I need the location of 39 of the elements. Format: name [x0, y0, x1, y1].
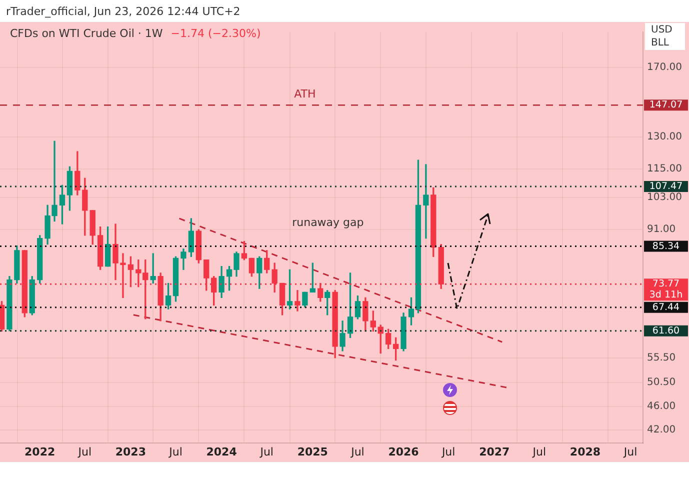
x-tick-label: 2025: [297, 445, 328, 458]
ref-line-label: 67.44: [652, 302, 680, 313]
candlestick: [423, 164, 429, 239]
y-tick-label: 55.50: [647, 352, 676, 364]
x-tick-label: 2026: [388, 445, 420, 458]
ref-line-label: 85.34: [652, 240, 680, 252]
text: rTrader_official, Jun 23, 2026 12:44 UTC+2: [5, 4, 242, 20]
text: USD: [651, 24, 673, 36]
y-tick-label: 50.50: [647, 376, 676, 388]
y-tick-label: 103.00: [647, 192, 682, 204]
ref-line-label: 147.07: [649, 100, 683, 111]
x-tick-label: Jul: [532, 445, 546, 458]
x-tick-label: Jul: [168, 445, 182, 458]
y-tick-label: 46.00: [647, 401, 676, 412]
x-tick-label: Jul: [259, 445, 274, 458]
candlestick: [294, 290, 300, 312]
chart-title: CFDs on WTI Crude Oil · 1W: [10, 26, 163, 40]
x-tick-label: 2027: [479, 445, 510, 458]
y-tick-label: 115.00: [647, 164, 682, 175]
annotation: runaway gap: [292, 216, 364, 229]
text: BLL: [651, 38, 670, 49]
ref-line-label: 107.47: [649, 180, 683, 192]
x-tick-label: 2024: [206, 445, 238, 458]
y-tick-label: 42.00: [647, 424, 676, 436]
x-tick-label: Jul: [622, 445, 638, 458]
x-tick-label: 2023: [115, 445, 146, 458]
annotation: ATH: [294, 88, 316, 101]
y-tick-label: 91.00: [647, 224, 676, 236]
x-tick-label: Jul: [440, 445, 456, 458]
ref-line-label: 73.77: [652, 278, 680, 290]
chart-subtitle: −1.74 (−2.30%): [170, 26, 261, 40]
x-tick-label: 2028: [570, 445, 601, 458]
x-tick-label: Jul: [350, 445, 364, 458]
x-tick-label: 2022: [24, 445, 56, 458]
ref-line-label: 61.60: [652, 325, 680, 336]
text: 3d 11h: [649, 290, 683, 301]
y-tick-label: 170.00: [647, 62, 682, 74]
x-tick-label: Jul: [77, 445, 92, 458]
y-tick-label: 130.00: [647, 132, 682, 143]
